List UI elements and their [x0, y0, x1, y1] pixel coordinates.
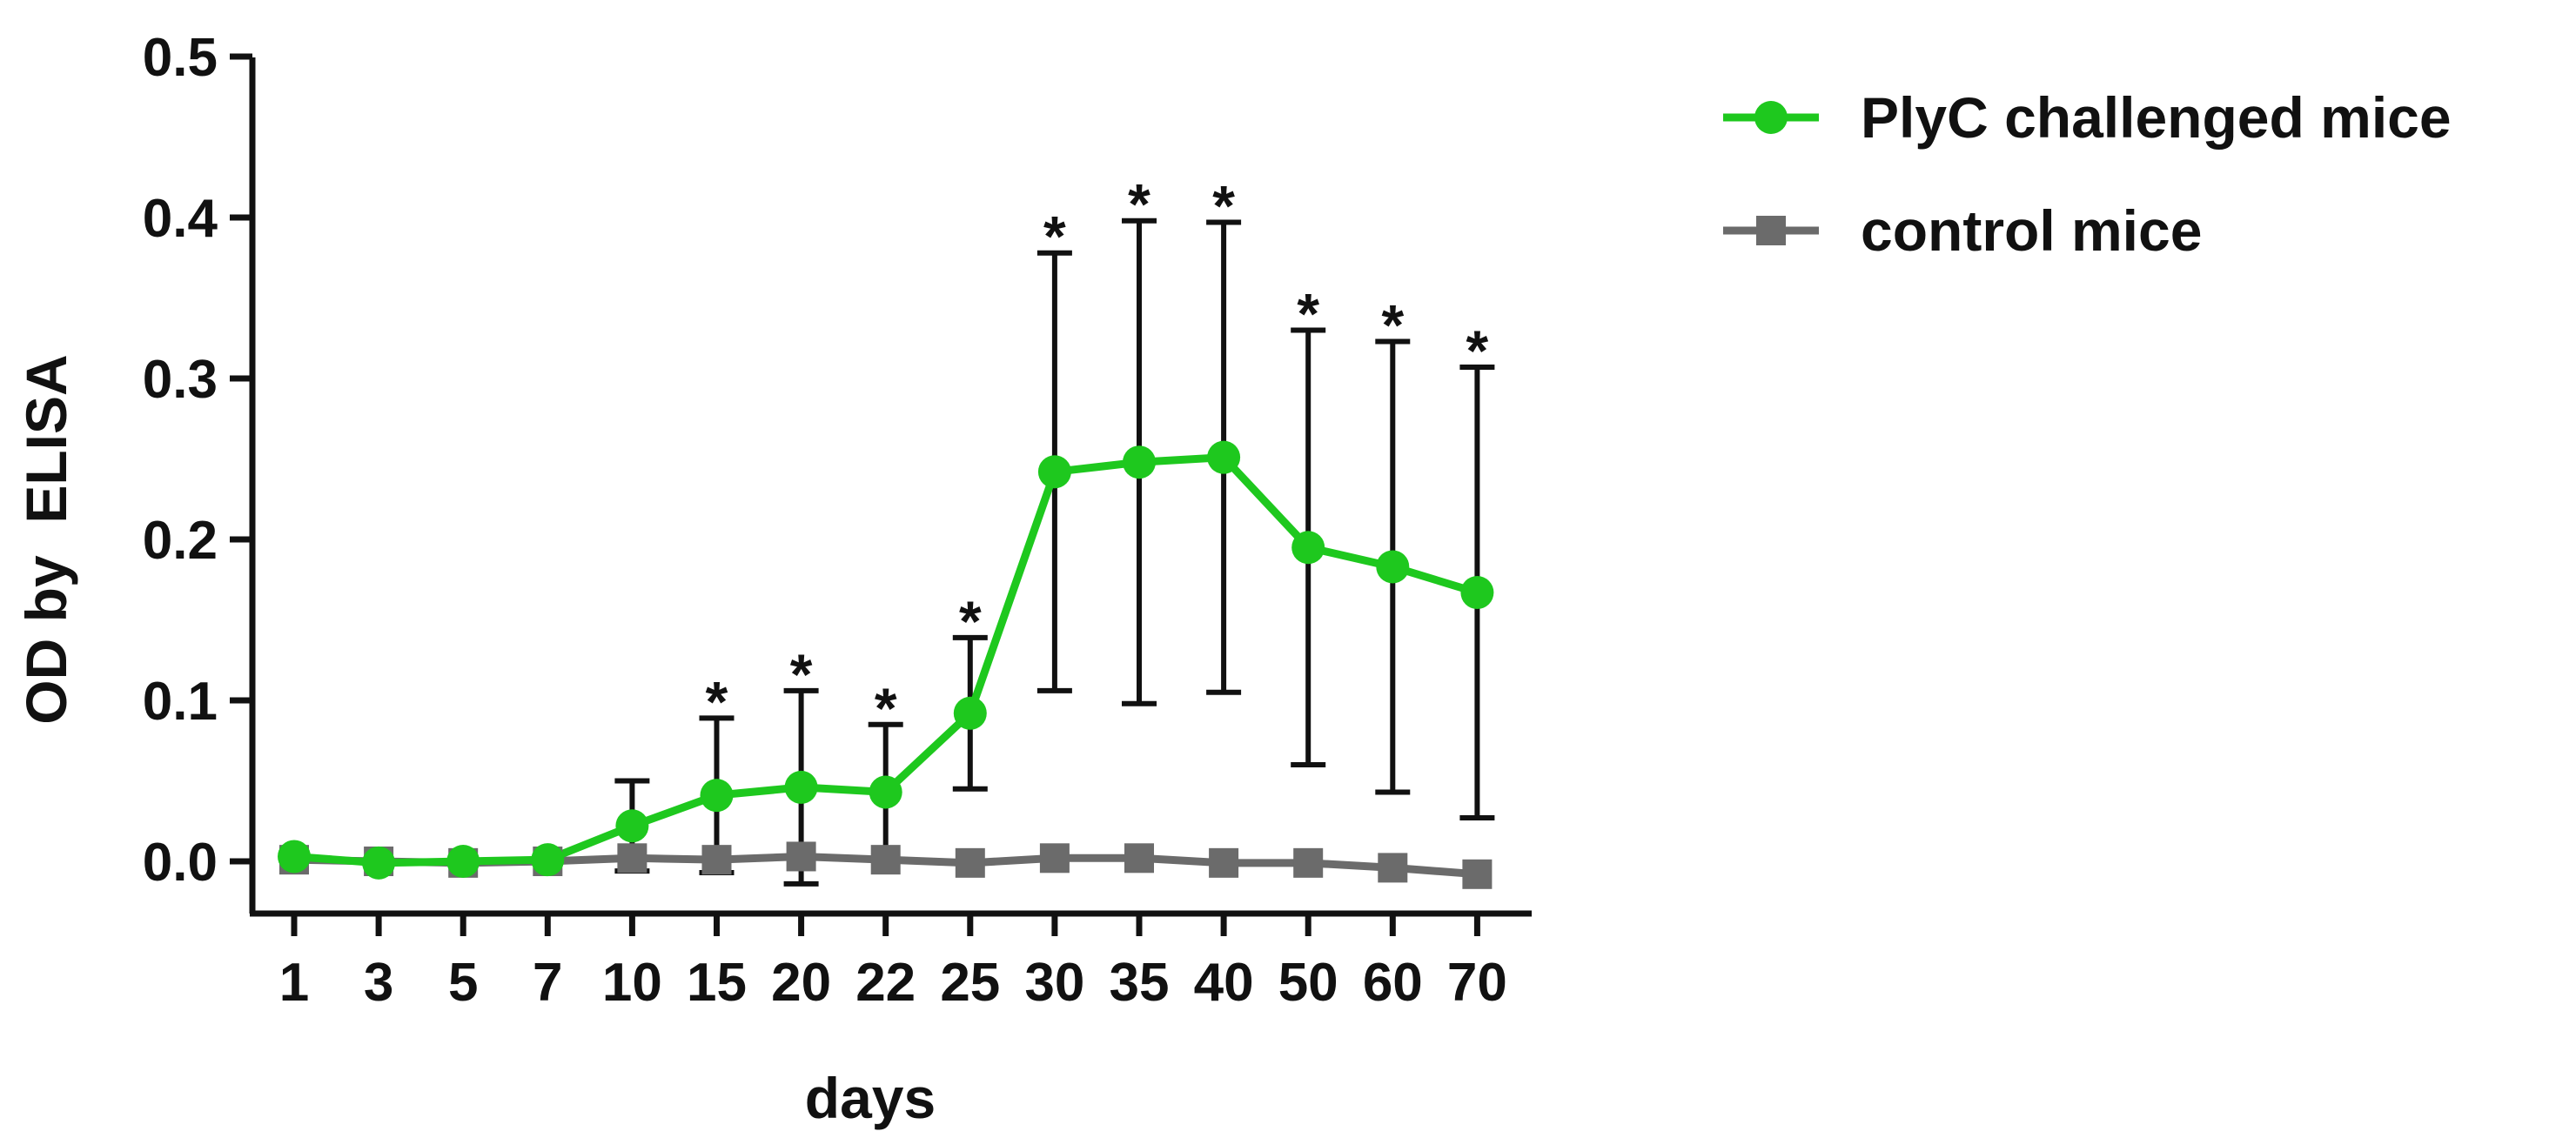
data-point-control [1378, 853, 1408, 883]
significance-stars: * * * * * * * * * * [706, 172, 1489, 740]
data-point-plyc [446, 845, 480, 878]
data-point-plyc [1123, 445, 1156, 479]
significance-star: * [1212, 174, 1235, 238]
tick-labels: 0.00.10.20.30.40.51 3 5 7 10 15 20 22 25 30 35 40 50… [143, 28, 1507, 1013]
data-point-plyc [1376, 550, 1410, 584]
x-tick-label: 25 [940, 953, 1000, 1013]
data-point-control [1293, 847, 1324, 878]
significance-star: * [959, 589, 982, 653]
x-tick-label: 10 [602, 953, 662, 1013]
data-point-control [1462, 859, 1493, 889]
data-point-plyc [531, 843, 565, 877]
data-point-plyc [615, 809, 649, 843]
x-tick-label: 40 [1194, 953, 1254, 1013]
data-point-control [1039, 843, 1070, 874]
significance-star: * [1297, 282, 1319, 346]
y-tick-label: 0.0 [143, 833, 218, 893]
legend: PlyC challenged mice control mice [1723, 85, 2452, 263]
x-tick-label: 20 [771, 953, 831, 1013]
x-axis-title: days [805, 1066, 936, 1130]
axes [230, 53, 1532, 936]
data-point-plyc [953, 696, 987, 730]
data-point-plyc [1037, 455, 1071, 489]
x-tick-label: 22 [855, 953, 916, 1013]
significance-star: * [706, 669, 728, 733]
data-point-plyc [1207, 440, 1241, 474]
data-point-control [786, 841, 816, 872]
x-tick-label: 30 [1024, 953, 1084, 1013]
significance-star: * [790, 642, 813, 706]
data-point-plyc [362, 846, 396, 880]
data-point-plyc [1460, 576, 1494, 610]
legend-marker-control [1756, 216, 1786, 245]
error-bars [614, 218, 1495, 887]
significance-star: * [1466, 318, 1489, 383]
legend-marker-plyc [1754, 101, 1788, 134]
legend-label-1: control mice [1861, 198, 2202, 263]
data-point-control [617, 843, 647, 874]
x-tick-label: 15 [687, 953, 747, 1013]
y-tick-label: 0.5 [143, 28, 218, 88]
significance-star: * [1128, 172, 1150, 237]
x-tick-label: 7 [533, 953, 562, 1013]
x-tick-label: 60 [1363, 953, 1423, 1013]
x-tick-label: 5 [448, 953, 478, 1013]
data-point-control [870, 845, 901, 875]
data-point-plyc [869, 775, 902, 809]
legend-label-0: PlyC challenged mice [1861, 85, 2452, 150]
x-tick-label: 1 [279, 953, 309, 1013]
data-point-plyc [1291, 531, 1325, 565]
y-tick-label: 0.1 [143, 672, 218, 732]
data-point-plyc [278, 840, 311, 874]
y-axis-title: OD by ELISA [14, 354, 78, 724]
data-point-plyc [784, 770, 818, 804]
series-markers [278, 440, 1494, 889]
y-tick-label: 0.2 [143, 511, 218, 571]
data-point-control [1124, 843, 1154, 874]
x-tick-label: 70 [1447, 953, 1507, 1013]
y-tick-label: 0.3 [143, 350, 218, 410]
y-tick-label: 0.4 [143, 189, 218, 249]
significance-star: * [1381, 292, 1404, 357]
data-point-control [955, 847, 985, 878]
x-tick-label: 3 [364, 953, 393, 1013]
x-tick-label: 50 [1278, 953, 1338, 1013]
significance-star: * [1043, 204, 1066, 269]
data-point-control [701, 845, 732, 875]
data-point-control [1209, 847, 1239, 878]
significance-star: * [875, 676, 897, 740]
x-tick-label: 35 [1110, 953, 1170, 1013]
data-point-plyc [700, 779, 734, 813]
